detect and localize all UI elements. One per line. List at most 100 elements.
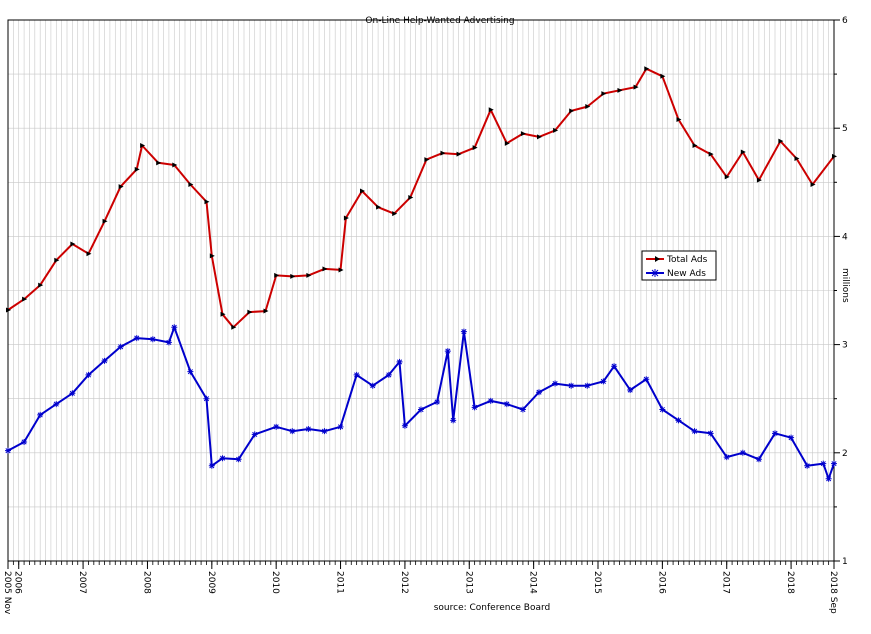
x-tick-label: 2012 (399, 571, 409, 594)
total-ads-point (54, 257, 60, 263)
new-ads-point (600, 378, 607, 385)
x-tick-label: 2018 Sep (828, 571, 838, 614)
total-ads-point (343, 215, 349, 221)
total-ads-point (408, 194, 414, 200)
x-tick-label: 2015 (592, 571, 602, 594)
new-ads-point (627, 387, 634, 394)
new-ads-point (788, 434, 795, 441)
legend-total-ads-marker (655, 256, 660, 262)
total-ads-point (810, 181, 816, 187)
total-ads-point (660, 73, 666, 79)
new-ads-point (755, 456, 762, 463)
y-tick-label: 2 (842, 449, 848, 459)
total-ads-point (601, 91, 607, 97)
total-ads-point (778, 138, 784, 144)
new-ads-point (503, 401, 510, 408)
new-ads-point (691, 428, 698, 435)
new-ads-point (273, 423, 280, 430)
total-ads-point (456, 151, 462, 157)
total-ads-point (188, 181, 194, 187)
new-ads-point (460, 328, 467, 335)
grid (7, 19, 835, 562)
total-ads-point (38, 282, 44, 288)
new-ads-point (208, 462, 215, 469)
total-ads-point (209, 253, 215, 259)
legend-total-ads-label: Total Ads (666, 255, 708, 265)
new-ads-point (552, 380, 559, 387)
x-tick-label: 2009 (206, 571, 216, 594)
new-ads-point (321, 428, 328, 435)
total-ads-point (633, 84, 639, 90)
legend-box (641, 250, 717, 281)
new-ads-point (820, 460, 827, 467)
new-ads-point (471, 404, 478, 411)
total-ads-point (424, 157, 430, 163)
total-ads-point (360, 188, 365, 194)
total-ads-point (156, 160, 162, 166)
x-tick-label: 2005 Nov (2, 571, 12, 615)
new-ads-point (519, 406, 526, 413)
new-ads-point (584, 382, 591, 389)
total-ads-point (102, 218, 108, 224)
y-axis-label: millions (840, 268, 850, 303)
new-ads-point (396, 358, 403, 365)
new-ads-point (772, 430, 778, 437)
total-ads-point (392, 211, 398, 217)
total-ads-point (6, 307, 11, 313)
new-ads-point (369, 382, 376, 389)
x-tick-label: 2011 (335, 571, 345, 594)
x-tick-label: 2006 (13, 571, 23, 594)
new-ads-point (450, 417, 457, 424)
total-ads-point (585, 104, 591, 110)
x-axis: 2005 Nov 2006 2007 2008 2009 2010 2011 2012 2013… (2, 561, 838, 615)
new-ads-point (133, 335, 140, 342)
total-ads-point (247, 309, 253, 315)
legend: Total Ads New Ads (641, 250, 717, 281)
new-ads-point (187, 368, 194, 375)
total-ads-point (322, 266, 328, 272)
total-ads-point (617, 87, 623, 93)
total-ads-point (204, 199, 210, 205)
new-ads-point (831, 460, 837, 467)
total-ads-point (692, 143, 698, 149)
new-ads-point (219, 455, 226, 462)
y-tick-label: 5 (842, 124, 848, 134)
new-ads-point (85, 371, 92, 378)
new-ads-point (5, 447, 11, 454)
new-ads-point (536, 389, 542, 396)
total-ads-point (134, 166, 140, 172)
total-ads-point (263, 308, 269, 314)
new-ads-point (21, 438, 28, 445)
total-ads-point (231, 324, 237, 330)
new-ads-point (434, 398, 441, 405)
y-tick-label: 1 (842, 557, 848, 567)
x-tick-label: 2016 (656, 571, 666, 594)
new-ads-point (149, 336, 156, 343)
y-tick-label: 3 (842, 341, 848, 351)
total-ads-point (644, 66, 650, 72)
new-ads-point (101, 357, 108, 364)
y-tick-label: 4 (842, 232, 848, 242)
total-ads-point (504, 140, 510, 146)
new-ads-point (675, 417, 682, 424)
new-ads-point (707, 430, 714, 437)
total-ads-point (376, 204, 382, 210)
new-ads-point (739, 449, 746, 456)
total-ads-point (740, 149, 746, 155)
new-ads-point (643, 376, 650, 383)
new-ads-point (305, 425, 312, 432)
new-ads-point (203, 395, 210, 402)
total-ads-point (537, 134, 542, 140)
new-ads-point (289, 428, 296, 435)
new-ads-point (444, 348, 451, 355)
total-ads-point (22, 296, 28, 302)
new-ads-point (659, 406, 666, 413)
legend-new-ads-label: New Ads (667, 269, 706, 279)
source-note: source: Conference Board (434, 603, 551, 613)
total-ads-point (488, 107, 494, 113)
x-tick-label: 2014 (528, 571, 538, 594)
new-ads-point (251, 431, 258, 438)
